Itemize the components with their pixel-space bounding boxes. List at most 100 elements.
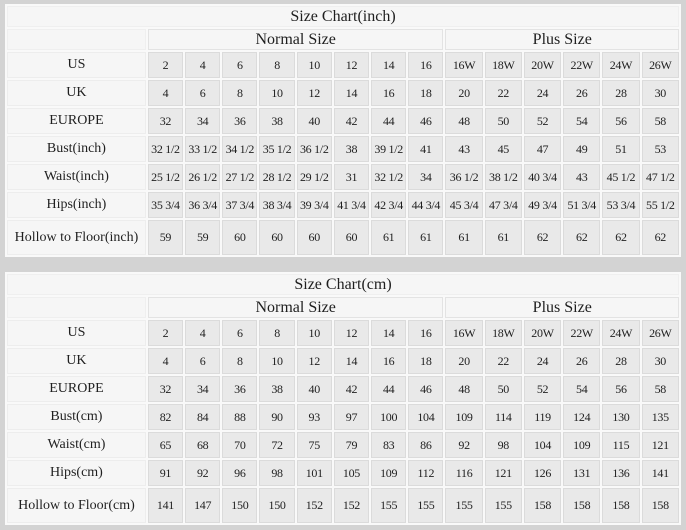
- row-label: US: [7, 52, 146, 78]
- table-row: US 2 4 6 8 10 12 14 16 16W 18W 20W 22W 24W 26W: [7, 52, 679, 78]
- size-cell: 119: [523, 404, 562, 430]
- size-cell: 22W: [563, 52, 601, 78]
- size-cell: 45: [484, 136, 522, 162]
- size-cell: 16: [408, 320, 444, 346]
- size-cell: 16: [408, 52, 444, 78]
- table-row: Waist(inch) 25 1/2 26 1/2 27 1/2 28 1/2 29 1/…: [7, 164, 679, 190]
- size-cell: 105: [333, 460, 370, 486]
- size-cell: 96: [222, 460, 258, 486]
- size-cell: 28: [602, 80, 640, 106]
- size-cell: 38 1/2: [484, 164, 522, 190]
- size-cell: 98: [259, 460, 295, 486]
- size-cell: 35 1/2: [259, 136, 295, 162]
- size-cell: 8: [222, 80, 258, 106]
- size-cell: 28 1/2: [259, 164, 295, 190]
- size-cell: 12: [296, 348, 332, 374]
- size-cell: 109: [445, 404, 483, 430]
- size-cell: 62: [602, 220, 640, 255]
- size-cell: 98: [484, 432, 522, 458]
- size-cell: 20: [445, 348, 483, 374]
- size-cell: 155: [445, 488, 483, 523]
- size-cell: 53: [641, 136, 679, 162]
- size-cell: 27 1/2: [222, 164, 258, 190]
- size-cell: 38: [333, 136, 370, 162]
- group-header-row: Normal Size Plus Size: [7, 29, 679, 50]
- row-label: EUROPE: [7, 376, 146, 402]
- size-cell: 51: [602, 136, 640, 162]
- size-cell: 28: [602, 348, 640, 374]
- size-cell: 49 3/4: [523, 192, 562, 218]
- size-cell: 158: [563, 488, 601, 523]
- size-cell: 83: [371, 432, 407, 458]
- row-label: Bust(cm): [7, 404, 146, 430]
- size-cell: 58: [641, 108, 679, 134]
- size-cell: 62: [523, 220, 562, 255]
- row-label: Waist(inch): [7, 164, 146, 190]
- size-cell: 58: [641, 376, 679, 402]
- size-cell: 26: [563, 348, 601, 374]
- size-cell: 8: [259, 320, 295, 346]
- size-cell: 51 3/4: [563, 192, 601, 218]
- size-cell: 39 1/2: [371, 136, 407, 162]
- size-cell: 61: [484, 220, 522, 255]
- row-label: Hollow to Floor(inch): [7, 220, 146, 255]
- size-cell: 61: [445, 220, 483, 255]
- size-cell: 22: [484, 348, 522, 374]
- size-cell: 61: [408, 220, 444, 255]
- size-cell: 20W: [523, 52, 562, 78]
- size-cell: 42 3/4: [371, 192, 407, 218]
- size-cell: 46: [408, 376, 444, 402]
- row-label: Hips(inch): [7, 192, 146, 218]
- size-cell: 2: [147, 320, 184, 346]
- size-cell: 44: [371, 376, 407, 402]
- size-cell: 24W: [602, 52, 640, 78]
- size-cell: 10: [296, 320, 332, 346]
- size-cell: 121: [641, 432, 679, 458]
- size-cell: 121: [484, 460, 522, 486]
- size-cell: 45 3/4: [445, 192, 483, 218]
- size-cell: 24W: [602, 320, 640, 346]
- size-cell: 101: [296, 460, 332, 486]
- size-cell: 59: [185, 220, 221, 255]
- size-cell: 60: [333, 220, 370, 255]
- size-cell: 141: [147, 488, 184, 523]
- size-cell: 10: [259, 348, 295, 374]
- table-row: Hips(inch) 35 3/4 36 3/4 37 3/4 38 3/4 39 3/4…: [7, 192, 679, 218]
- size-chart-cm-table: Size Chart(cm) Normal Size Plus Size US 2…: [5, 272, 681, 525]
- size-cell: 130: [602, 404, 640, 430]
- row-label: US: [7, 320, 146, 346]
- size-cell: 10: [296, 52, 332, 78]
- size-cell: 18W: [484, 320, 522, 346]
- size-cell: 31: [333, 164, 370, 190]
- size-cell: 4: [185, 320, 221, 346]
- size-chart-inch-table: Size Chart(inch) Normal Size Plus Size U…: [5, 4, 681, 257]
- size-cell: 41: [408, 136, 444, 162]
- row-label: Hips(cm): [7, 460, 146, 486]
- corner-cell: [7, 29, 146, 50]
- size-cell: 18W: [484, 52, 522, 78]
- size-cell: 32: [147, 108, 184, 134]
- table-row: Hips(cm) 91 92 96 98 101 105 109 112 116 121 126 131…: [7, 460, 679, 486]
- size-cell: 12: [296, 80, 332, 106]
- row-label: Hollow to Floor(cm): [7, 488, 146, 523]
- row-label: EUROPE: [7, 108, 146, 134]
- table-row: EUROPE 32 34 36 38 40 42 44 46 48 50 52 54 56 58: [7, 108, 679, 134]
- size-cell: 35 3/4: [147, 192, 184, 218]
- size-cell: 62: [563, 220, 601, 255]
- size-cell: 37 3/4: [222, 192, 258, 218]
- group-header-normal-size: Normal Size: [147, 29, 444, 50]
- size-cell: 75: [296, 432, 332, 458]
- size-cell: 126: [523, 460, 562, 486]
- size-cell: 55 1/2: [641, 192, 679, 218]
- size-cell: 152: [296, 488, 332, 523]
- size-cell: 38 3/4: [259, 192, 295, 218]
- size-cell: 61: [371, 220, 407, 255]
- size-cell: 92: [185, 460, 221, 486]
- row-label: UK: [7, 348, 146, 374]
- corner-cell: [7, 297, 146, 318]
- table-row: UK 4 6 8 10 12 14 16 18 20 22 24 26 28 30: [7, 348, 679, 374]
- size-cell: 8: [222, 348, 258, 374]
- size-cell: 92: [445, 432, 483, 458]
- size-cell: 62: [641, 220, 679, 255]
- size-cell: 50: [484, 108, 522, 134]
